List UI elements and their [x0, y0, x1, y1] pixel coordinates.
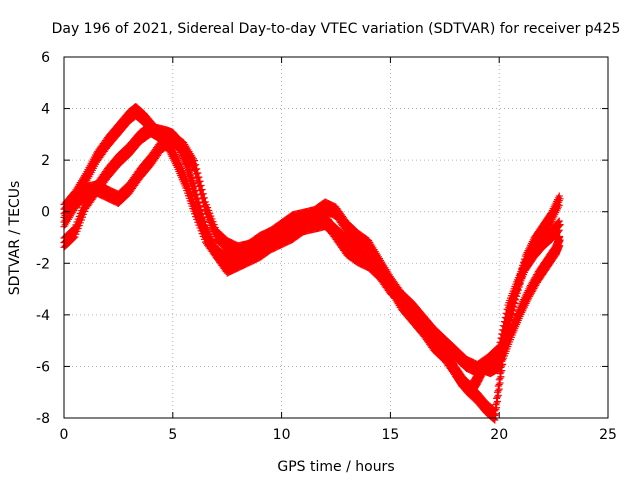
x-tick-label: 10: [273, 427, 291, 443]
data-point: [198, 186, 206, 194]
data-point: [495, 376, 503, 384]
y-tick-label: -8: [36, 411, 50, 427]
y-tick-label: 6: [41, 50, 50, 66]
data-marks: [60, 103, 564, 424]
data-point: [556, 221, 564, 229]
data-point: [199, 190, 207, 198]
x-tick-label: 25: [599, 427, 617, 443]
data-point: [196, 177, 204, 185]
data-point: [189, 176, 197, 184]
data-point: [197, 181, 205, 189]
data-point: [190, 179, 198, 187]
series-track-b: [60, 121, 564, 424]
x-tick-label: 5: [168, 427, 177, 443]
y-tick-label: 0: [41, 205, 50, 221]
data-point: [493, 394, 501, 402]
y-tick-label: -2: [36, 256, 50, 272]
data-point: [493, 388, 501, 396]
y-tick-label: -4: [36, 308, 50, 324]
y-axis-label: SDTVAR / TECUs: [7, 181, 23, 296]
data-point: [194, 169, 202, 177]
data-point: [556, 195, 564, 203]
data-point: [193, 165, 201, 173]
tick-labels: 0 5 10 15 20 25 -8 -6 -4 -2 0 2 4 6: [36, 50, 617, 443]
y-tick-label: 4: [41, 102, 50, 118]
x-tick-label: 15: [381, 427, 399, 443]
y-tick-label: 2: [41, 153, 50, 169]
plot-frame: [63, 56, 609, 419]
data-point: [192, 161, 200, 169]
x-tick-label: 20: [490, 427, 508, 443]
chart-title: Day 196 of 2021, Sidereal Day-to-day VTE…: [52, 21, 621, 37]
axis-ticks: [63, 56, 609, 419]
y-tick-label: -6: [36, 359, 50, 375]
data-point: [195, 173, 203, 181]
x-tick-label: 0: [60, 427, 69, 443]
data-point: [191, 157, 199, 165]
data-point: [494, 382, 502, 390]
data-point: [188, 173, 196, 181]
data-point: [200, 194, 208, 202]
x-axis-label: GPS time / hours: [277, 459, 394, 475]
series-track-c: [60, 131, 564, 378]
data-point: [555, 217, 563, 225]
data-point: [556, 236, 564, 244]
